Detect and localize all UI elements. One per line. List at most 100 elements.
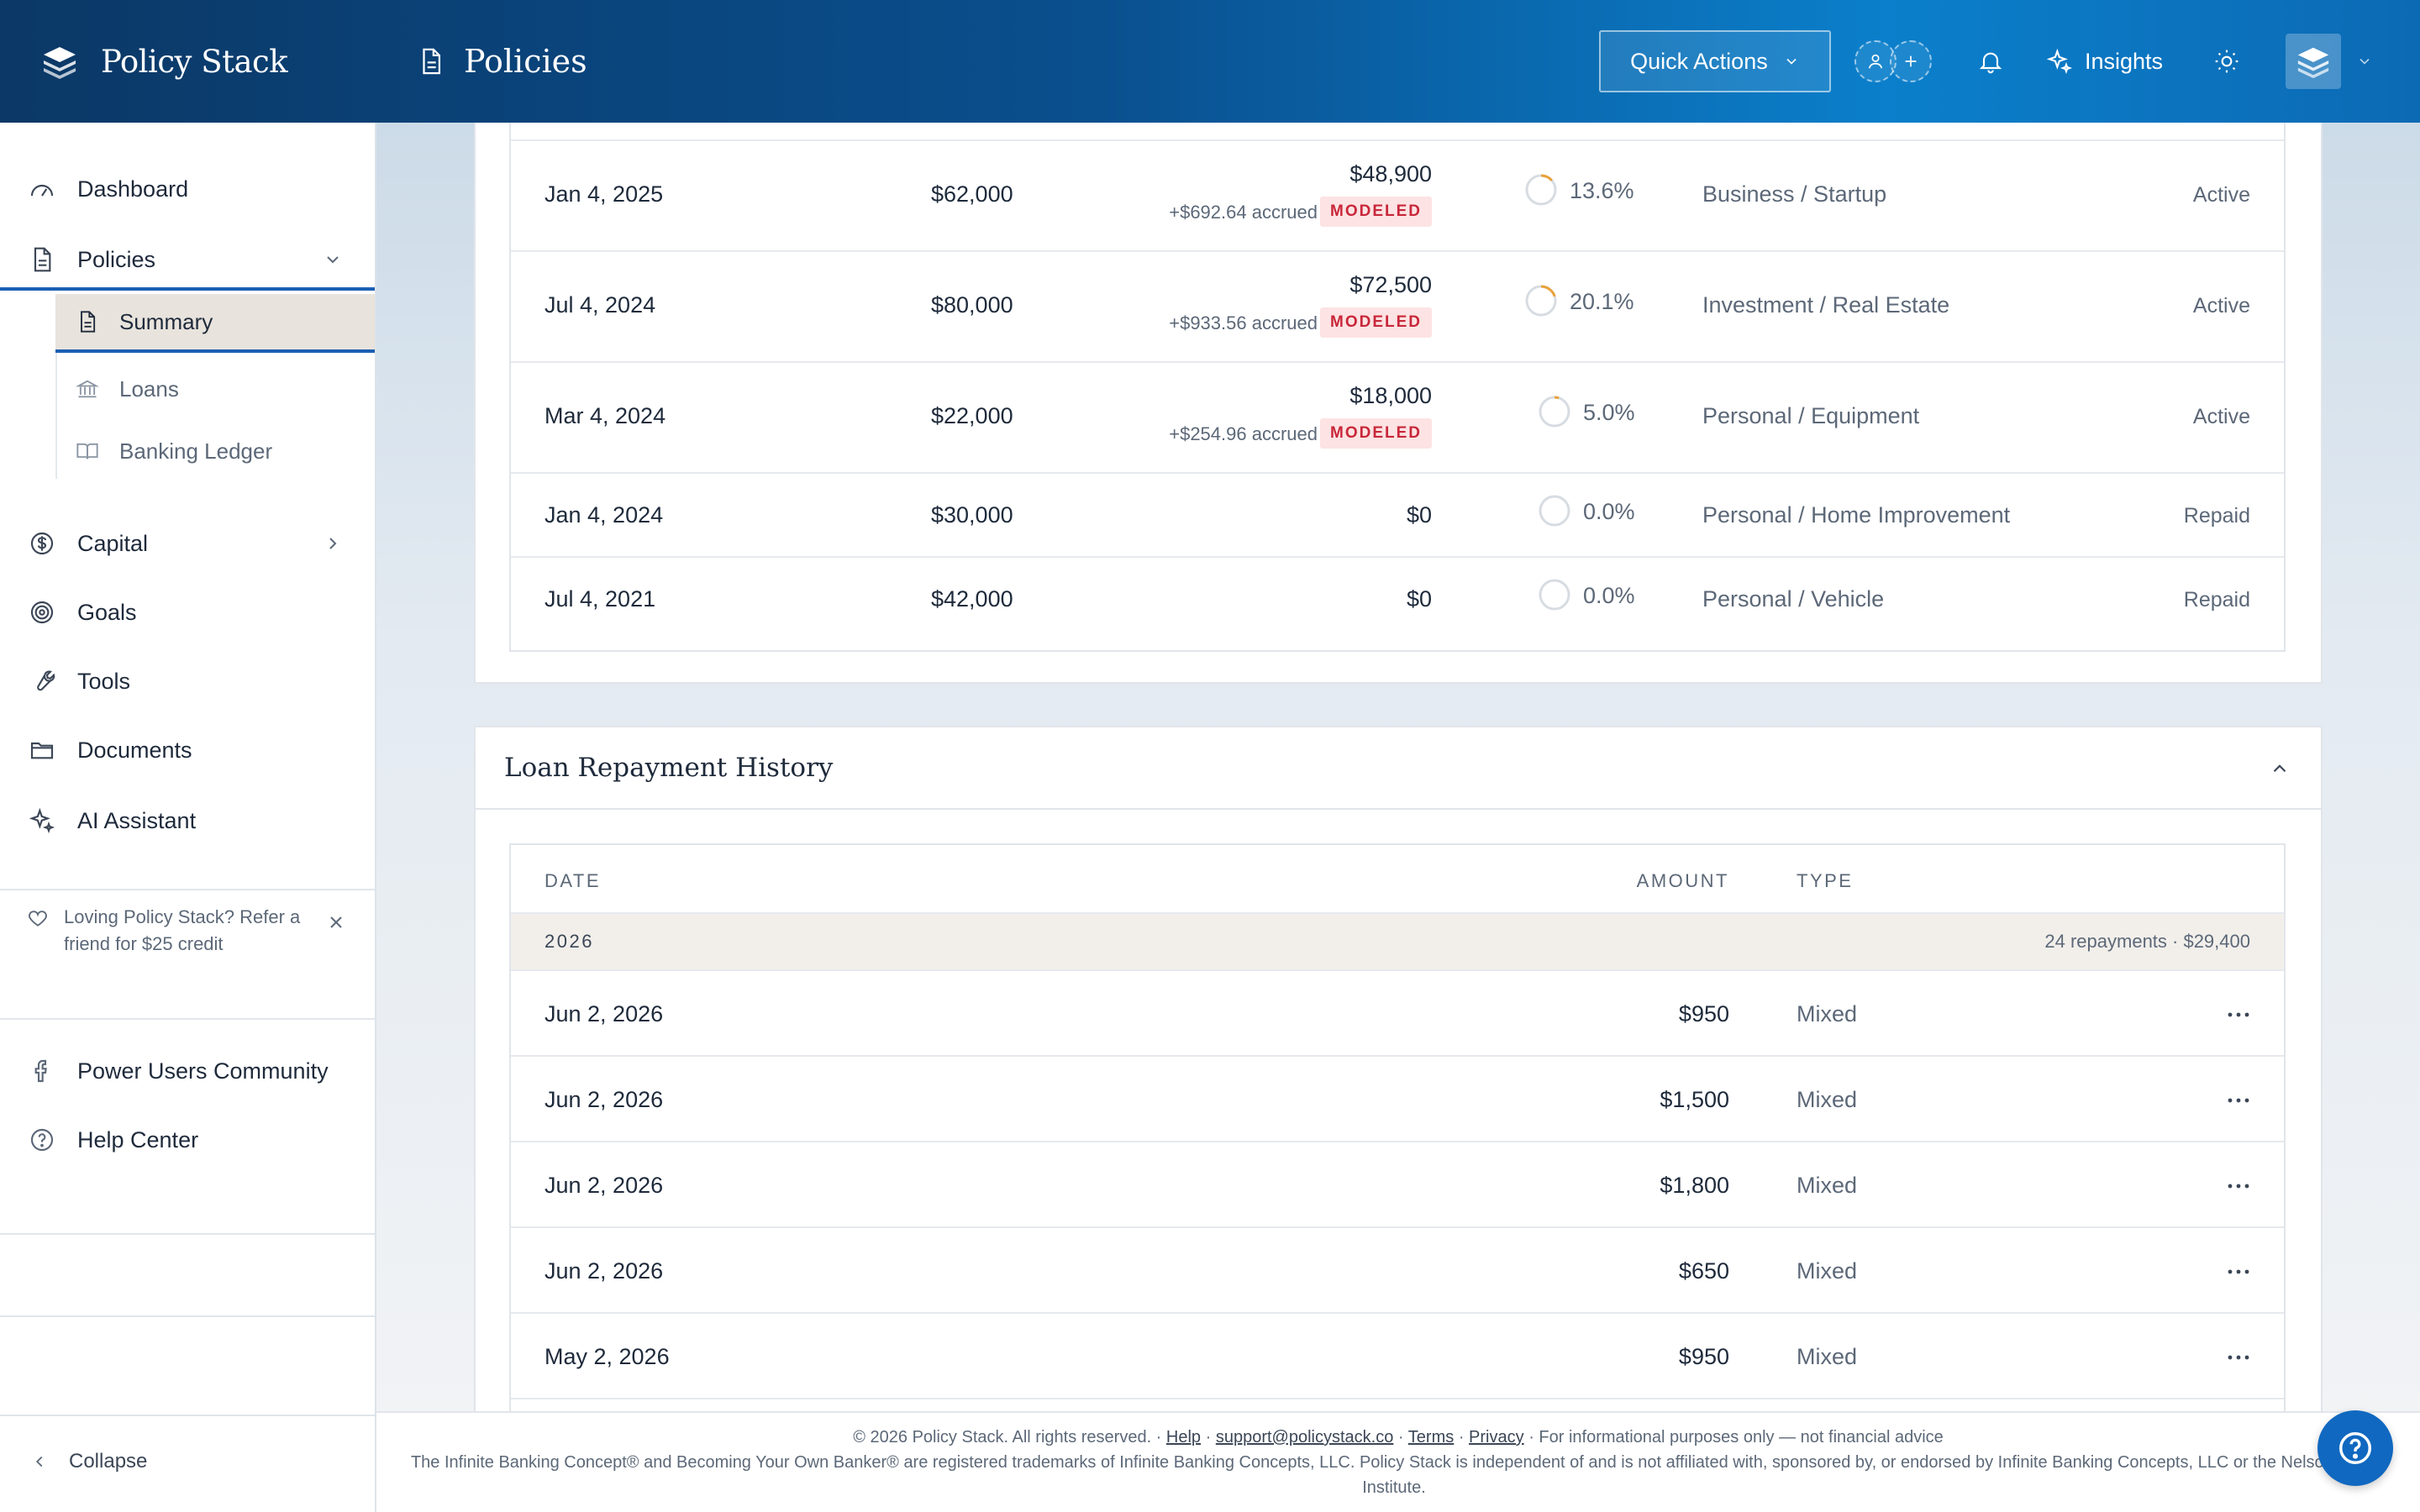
heart-icon <box>29 911 47 927</box>
table-row[interactable]: Jun 2, 2026 $650 Mixed <box>511 1228 2284 1314</box>
sidebar-item-capital[interactable]: Capital <box>0 517 375 570</box>
repayment-date: Jun 2, 2026 <box>544 1258 664 1284</box>
rate-ring-icon <box>1539 495 1570 527</box>
loans-card: Jan 4, 2025 $62,000 $48,900 +$692.64 acc… <box>474 123 2323 684</box>
policy-stack-logo-icon <box>44 47 76 79</box>
sidebar-item-label: AI Assistant <box>77 807 197 833</box>
insights-button[interactable]: Insights <box>2046 48 2163 75</box>
table-row[interactable]: Jun 2, 2026 $1,800 Mixed <box>511 1142 2284 1228</box>
table-row[interactable]: Jan 4, 2025 $62,000 $48,900 +$692.64 acc… <box>511 141 2284 252</box>
sidebar-item-policies[interactable]: Policies <box>0 232 375 291</box>
repayment-amount: $950 <box>1678 1001 1729 1026</box>
invite-user-button[interactable] <box>1854 38 1935 85</box>
sidebar-item-goals[interactable]: Goals <box>0 586 375 638</box>
loan-purpose: Business / Startup <box>1702 181 1887 207</box>
dollar-circle-icon <box>27 528 57 559</box>
help-circle-icon <box>2339 1432 2371 1464</box>
help-link[interactable]: Help <box>1165 1428 1202 1446</box>
account-menu[interactable] <box>2286 34 2373 89</box>
table-row[interactable]: Mar 4, 2024 $22,000 $18,000 +$254.96 acc… <box>511 363 2284 474</box>
chevron-up-icon[interactable] <box>2269 758 2291 780</box>
column-header-date[interactable]: DATE <box>544 870 602 891</box>
repayment-type: Mixed <box>1797 1087 1858 1112</box>
loan-status: Active <box>2192 405 2250 428</box>
sidebar-subitem-summary[interactable]: Summary <box>55 294 375 353</box>
year-summary: 24 repayments · $29,400 <box>2044 931 2250 952</box>
table-row[interactable]: Jan 4, 2024 $30,000 $0 0.0% Personal / H… <box>511 474 2284 558</box>
theme-toggle-sun-icon[interactable] <box>2210 45 2244 78</box>
app-name: Policy Stack <box>101 43 288 80</box>
year-label: 2026 <box>544 931 594 952</box>
table-row[interactable]: Jul 4, 2024 $80,000 $72,500 +$933.56 acc… <box>511 252 2284 363</box>
loan-original-amount: $22,000 <box>931 403 1013 428</box>
footer: © 2026 Policy Stack. All rights reserved… <box>376 1411 2420 1512</box>
table-row[interactable]: Jul 4, 2021 $42,000 $0 0.0% Personal / V… <box>511 558 2284 642</box>
more-options-icon[interactable] <box>2227 1268 2250 1275</box>
support-email-link[interactable]: support@policystack.co <box>1215 1428 1394 1446</box>
chevron-right-icon <box>329 538 337 549</box>
modeled-badge: MODELED <box>1320 418 1432 449</box>
repayment-type: Mixed <box>1797 1001 1858 1026</box>
quick-actions-button[interactable]: Quick Actions <box>1598 30 1831 92</box>
modeled-badge: MODELED <box>1320 307 1432 338</box>
submenu-guide-line <box>55 302 57 479</box>
facebook-icon <box>27 1056 57 1086</box>
more-options-icon[interactable] <box>2227 1097 2250 1104</box>
brand[interactable]: Policy Stack <box>40 0 288 123</box>
year-group-row[interactable]: 2026 24 repayments · $29,400 <box>511 914 2284 971</box>
promo-text: Loving Policy Stack? Refer a friend for … <box>64 906 301 954</box>
loan-date: Jan 4, 2024 <box>544 502 664 528</box>
terms-link[interactable]: Terms <box>1407 1428 1455 1446</box>
chevron-left-icon <box>35 1456 43 1467</box>
separator: · <box>1458 1428 1465 1446</box>
sidebar-item-label: Tools <box>77 668 131 694</box>
loan-balance: $0 <box>1406 586 1432 612</box>
disclaimer-text: · For informational purposes only — not … <box>1528 1428 1944 1446</box>
referral-promo: Loving Policy Stack? Refer a friend for … <box>27 904 346 958</box>
topbar-actions: Quick Actions Insights <box>1598 0 2373 123</box>
repayment-date: Jun 2, 2026 <box>544 1087 664 1112</box>
bank-icon <box>74 375 101 402</box>
collapse-sidebar-button[interactable]: Collapse <box>30 1450 147 1473</box>
sidebar-item-documents[interactable]: Documents <box>0 724 375 776</box>
copyright-text: © 2026 Policy Stack. All rights reserved… <box>853 1428 1162 1446</box>
sidebar-item-ai-assistant[interactable]: AI Assistant <box>0 795 375 847</box>
trademark-text: The Infinite Banking Concept® and Becomi… <box>410 1453 2378 1497</box>
sidebar-item-power-users-community[interactable]: Power Users Community <box>0 1045 375 1097</box>
column-header-type[interactable]: TYPE <box>1797 870 1854 891</box>
bell-icon[interactable] <box>1974 45 2007 78</box>
sidebar-subitem-loans[interactable]: Loans <box>55 360 375 418</box>
sidebar-item-tools[interactable]: Tools <box>0 655 375 707</box>
repayment-type: Mixed <box>1797 1344 1858 1369</box>
table-row[interactable]: May 2, 2026 $950 Mixed <box>511 1314 2284 1399</box>
table-row[interactable]: Jun 2, 2026 $950 Mixed <box>511 971 2284 1057</box>
loan-accrued-interest: +$933.56 accrued <box>1169 312 1318 333</box>
table-row[interactable]: Jun 2, 2026 $1,500 Mixed <box>511 1057 2284 1142</box>
loan-accrued-interest: +$692.64 accrued <box>1169 202 1318 223</box>
loan-rate: 5.0% <box>1583 400 1635 425</box>
sidebar-item-label: Power Users Community <box>77 1058 329 1084</box>
sidebar-item-dashboard[interactable]: Dashboard <box>0 163 375 215</box>
sparkles-icon <box>2046 48 2073 75</box>
repayment-amount: $650 <box>1678 1258 1729 1284</box>
sidebar-item-label: Policies <box>77 246 156 272</box>
repayment-table: DATE AMOUNT TYPE 2026 24 repayments · $2… <box>509 843 2286 1411</box>
sidebar-item-help-center[interactable]: Help Center <box>0 1114 375 1166</box>
more-options-icon[interactable] <box>2227 1183 2250 1189</box>
repayment-history-card: Loan Repayment History DATE AMOUNT TYPE … <box>474 726 2323 1411</box>
more-options-icon[interactable] <box>2227 1011 2250 1018</box>
plus-icon <box>1889 40 1932 82</box>
more-options-icon[interactable] <box>2227 1354 2250 1361</box>
loan-purpose: Personal / Equipment <box>1702 403 1920 428</box>
loan-status: Active <box>2192 183 2250 207</box>
privacy-link[interactable]: Privacy <box>1469 1428 1524 1446</box>
insights-label: Insights <box>2084 48 2163 74</box>
sidebar-subitem-banking-ledger[interactable]: Banking Ledger <box>55 422 375 480</box>
folder-icon <box>27 735 57 765</box>
close-icon[interactable] <box>326 912 346 932</box>
avatar <box>2286 34 2341 89</box>
loan-original-amount: $30,000 <box>931 502 1013 528</box>
help-chat-button[interactable] <box>2317 1410 2393 1486</box>
repayment-history-header[interactable]: Loan Repayment History <box>476 727 2321 810</box>
column-header-amount[interactable]: AMOUNT <box>1636 870 1729 891</box>
